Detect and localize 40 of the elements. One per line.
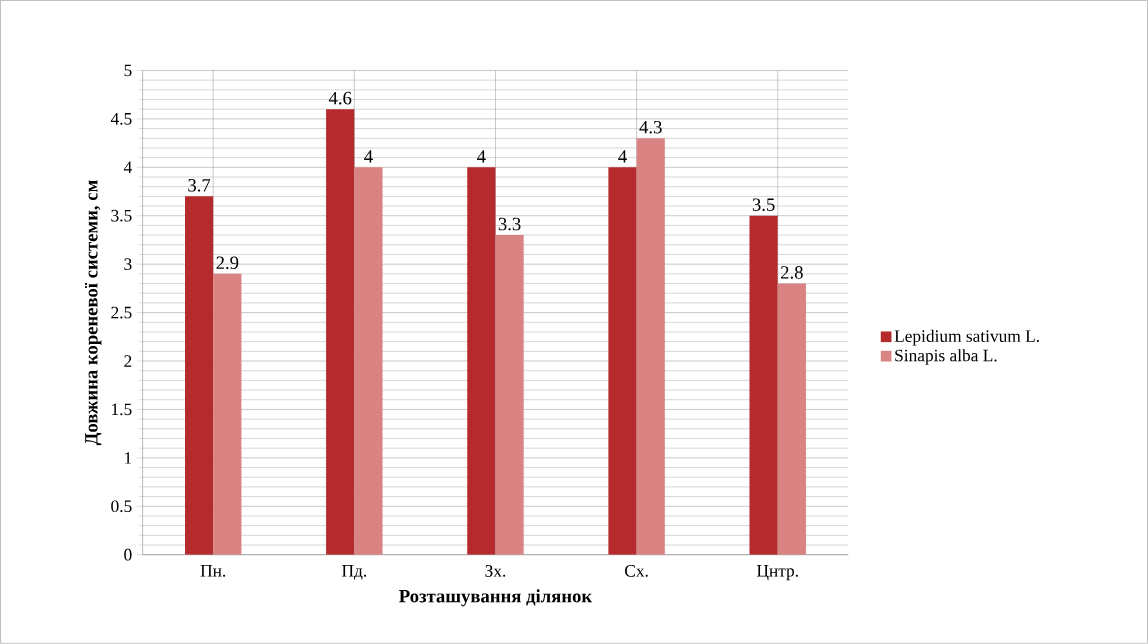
bar <box>777 283 806 555</box>
y-tick-label: 3.5 <box>111 209 132 222</box>
y-tick-label: 0 <box>124 548 132 561</box>
data-label: 2.8 <box>780 266 803 279</box>
y-tick-label: 2 <box>124 355 132 367</box>
y-axis-title: Довжина кореневої системи, см <box>84 180 102 446</box>
bar <box>213 273 242 555</box>
data-label: 4 <box>364 150 373 163</box>
bar <box>495 235 524 555</box>
x-tick-label: Цнтр. <box>756 565 798 581</box>
x-axis-title: Розташування ділянок <box>399 589 593 607</box>
data-label: 4.6 <box>328 91 352 105</box>
y-tick-label: 3 <box>124 258 132 271</box>
bar <box>636 138 665 555</box>
data-label: 4.3 <box>639 121 662 134</box>
y-tick-label: 1.5 <box>112 403 132 416</box>
bar <box>354 167 383 555</box>
y-tick-label: 2.5 <box>111 306 132 319</box>
bar <box>467 167 496 555</box>
y-tick-label: 4.5 <box>110 113 132 125</box>
y-tick-label: 4 <box>123 161 132 174</box>
bar <box>749 215 778 555</box>
x-tick-label: Пн. <box>200 565 226 577</box>
data-label: 3.3 <box>498 217 521 231</box>
x-tick-label: Пд. <box>342 565 367 580</box>
legend-label: Sinapis alba L. <box>895 349 997 365</box>
bar <box>184 196 214 555</box>
bar <box>608 167 637 555</box>
data-label: 2.9 <box>216 256 239 270</box>
y-tick-label: 5 <box>124 64 132 77</box>
y-tick-label: 1 <box>125 452 132 464</box>
data-label: 4 <box>618 150 627 163</box>
x-tick-label: Зх. <box>485 565 506 577</box>
data-label: 4 <box>477 150 486 163</box>
bar <box>326 109 355 555</box>
x-tick-label: Сх. <box>625 565 648 577</box>
y-tick-label: 0.5 <box>111 500 132 513</box>
legend-label: Lepidium sativum L. <box>894 329 1039 346</box>
data-label: 3.5 <box>752 198 775 212</box>
data-label: 3.7 <box>188 179 211 192</box>
